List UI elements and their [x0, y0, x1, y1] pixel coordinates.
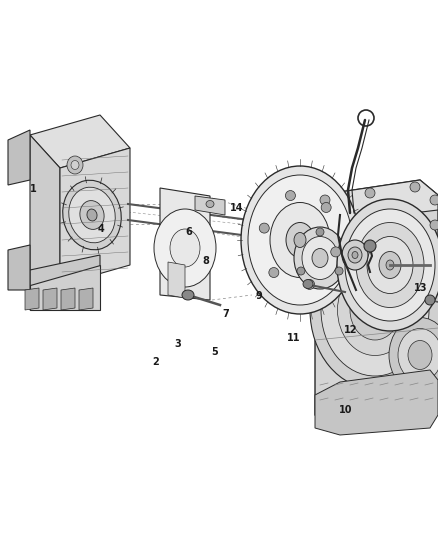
Circle shape: [304, 279, 314, 289]
Polygon shape: [25, 288, 39, 310]
Polygon shape: [8, 130, 30, 185]
Circle shape: [286, 191, 295, 200]
Ellipse shape: [286, 222, 314, 257]
Circle shape: [365, 188, 375, 198]
Circle shape: [364, 240, 376, 252]
Circle shape: [259, 223, 269, 233]
Polygon shape: [30, 265, 100, 310]
Ellipse shape: [345, 209, 435, 321]
Polygon shape: [315, 180, 438, 225]
Ellipse shape: [389, 318, 438, 392]
Ellipse shape: [87, 209, 97, 221]
Circle shape: [269, 268, 279, 278]
Text: 11: 11: [287, 334, 300, 343]
Text: 12: 12: [344, 326, 357, 335]
Ellipse shape: [270, 203, 330, 278]
Polygon shape: [43, 288, 57, 310]
Polygon shape: [8, 245, 30, 290]
Polygon shape: [30, 255, 100, 310]
Polygon shape: [30, 115, 130, 168]
Polygon shape: [60, 148, 130, 285]
Ellipse shape: [398, 328, 438, 382]
Text: 5: 5: [211, 347, 218, 357]
Circle shape: [410, 182, 420, 192]
Text: 8: 8: [202, 256, 209, 266]
Ellipse shape: [337, 199, 438, 331]
Ellipse shape: [348, 247, 362, 263]
Ellipse shape: [408, 341, 432, 369]
Text: 13: 13: [414, 283, 427, 293]
Ellipse shape: [63, 180, 121, 250]
Ellipse shape: [302, 237, 338, 279]
Circle shape: [316, 228, 324, 236]
Polygon shape: [160, 188, 210, 300]
Polygon shape: [315, 370, 438, 435]
Text: 3: 3: [174, 339, 181, 349]
Ellipse shape: [356, 222, 424, 308]
Ellipse shape: [170, 229, 200, 267]
Circle shape: [321, 203, 331, 213]
Text: 2: 2: [152, 358, 159, 367]
Circle shape: [320, 195, 330, 205]
Ellipse shape: [379, 252, 401, 279]
Ellipse shape: [182, 290, 194, 300]
Ellipse shape: [80, 200, 104, 229]
Ellipse shape: [386, 260, 394, 270]
Text: 7: 7: [222, 310, 229, 319]
Ellipse shape: [338, 264, 413, 356]
Ellipse shape: [303, 279, 313, 288]
Ellipse shape: [294, 232, 306, 247]
Ellipse shape: [154, 209, 216, 287]
Circle shape: [425, 295, 435, 305]
Circle shape: [430, 195, 438, 205]
Ellipse shape: [312, 248, 328, 268]
Circle shape: [430, 220, 438, 230]
Ellipse shape: [206, 200, 214, 207]
Circle shape: [297, 267, 305, 275]
Polygon shape: [315, 180, 438, 430]
Text: 14: 14: [230, 203, 243, 213]
Ellipse shape: [69, 187, 115, 243]
Text: 10: 10: [339, 406, 353, 415]
Ellipse shape: [367, 237, 413, 294]
Polygon shape: [195, 196, 225, 215]
Circle shape: [331, 247, 341, 257]
Text: 9: 9: [255, 291, 262, 301]
Ellipse shape: [294, 227, 346, 289]
Polygon shape: [79, 288, 93, 310]
Ellipse shape: [342, 240, 368, 270]
Polygon shape: [30, 135, 60, 285]
Circle shape: [335, 267, 343, 275]
Ellipse shape: [350, 280, 400, 340]
Polygon shape: [168, 262, 185, 298]
Ellipse shape: [248, 175, 352, 305]
Text: 1: 1: [29, 184, 36, 194]
Text: 4: 4: [97, 224, 104, 234]
Ellipse shape: [71, 160, 79, 169]
Polygon shape: [61, 288, 75, 310]
Ellipse shape: [352, 252, 358, 259]
Ellipse shape: [241, 166, 359, 314]
Ellipse shape: [310, 231, 438, 389]
Ellipse shape: [321, 244, 429, 376]
Text: 6: 6: [185, 227, 192, 237]
Ellipse shape: [67, 156, 83, 174]
